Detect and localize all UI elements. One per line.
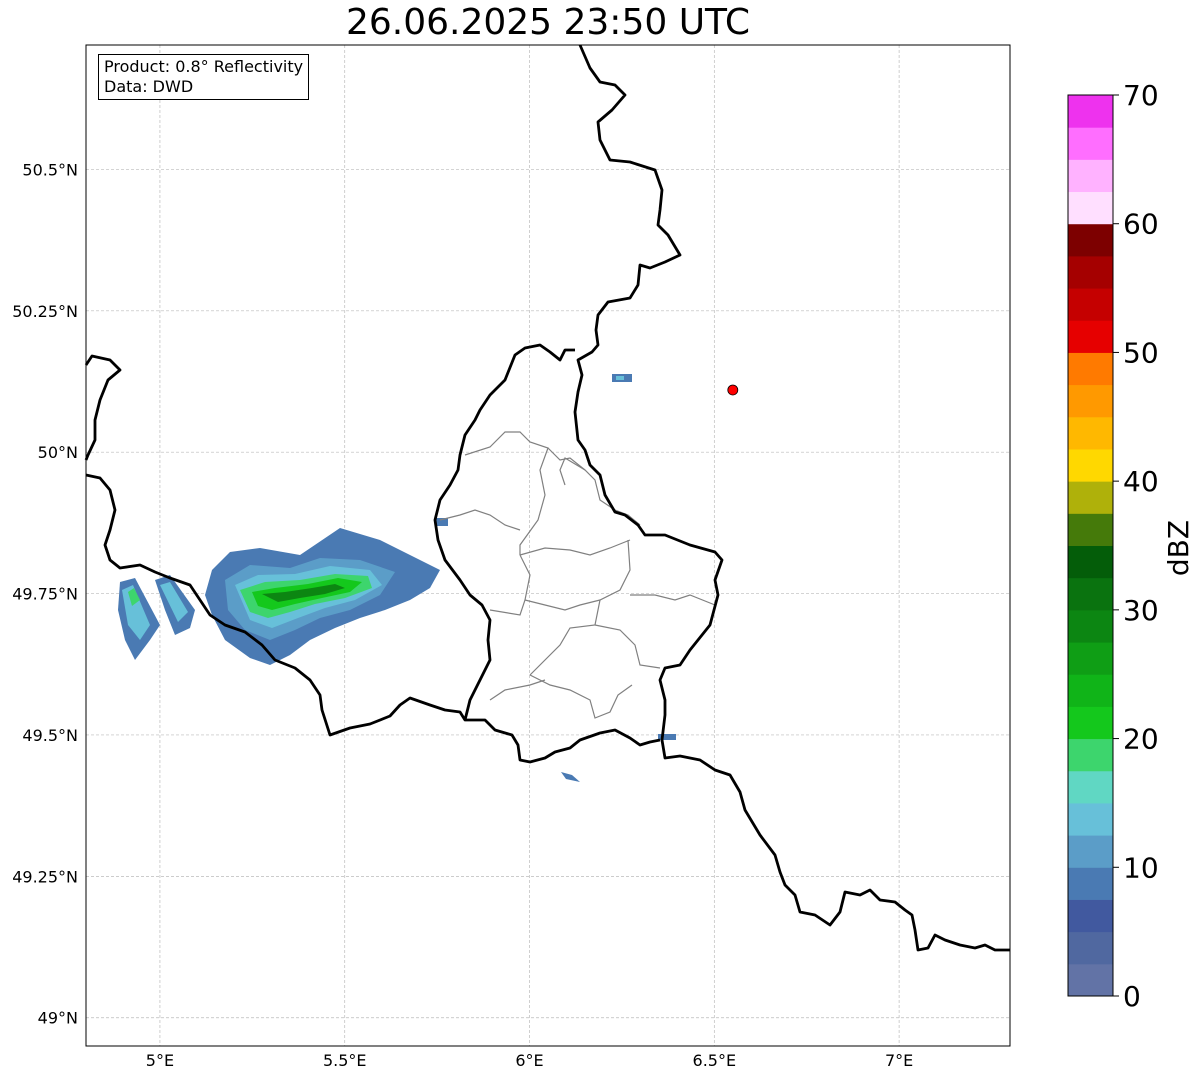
colorbar-band bbox=[1068, 320, 1113, 353]
x-tick-label: 6°E bbox=[515, 1051, 543, 1070]
colorbar-band bbox=[1068, 867, 1113, 900]
y-tick-label: 50.5°N bbox=[22, 160, 78, 179]
colorbar-band bbox=[1068, 384, 1113, 418]
x-axis-ticks: 5°E 5.5°E 6°E 6.5°E 7°E bbox=[146, 1051, 913, 1070]
colorbar-tick-label: 10 bbox=[1123, 851, 1159, 884]
colorbar-tick-label: 60 bbox=[1123, 208, 1159, 241]
echo-cluster-west-small bbox=[118, 575, 195, 660]
map-title: 26.06.2025 23:50 UTC bbox=[345, 2, 751, 43]
y-tick-label: 49.75°N bbox=[12, 585, 78, 604]
colorbar-tick-label: 50 bbox=[1123, 336, 1159, 369]
colorbar-label: dBZ bbox=[1162, 520, 1195, 576]
colorbar-band bbox=[1068, 513, 1113, 546]
y-tick-label: 50.25°N bbox=[12, 302, 78, 321]
x-tick-label: 6.5°E bbox=[693, 1051, 737, 1070]
product-info-box: Product: 0.8° Reflectivity Data: DWD bbox=[98, 54, 310, 100]
x-tick-label: 5°E bbox=[146, 1051, 174, 1070]
colorbar-tick-label: 70 bbox=[1123, 79, 1159, 112]
colorbar-band bbox=[1068, 802, 1113, 836]
canton-boundaries bbox=[439, 431, 716, 719]
colorbar: 0 10 20 30 40 50 60 70 dBZ bbox=[1067, 79, 1195, 1013]
echo-small-cells bbox=[436, 374, 676, 782]
x-tick-label: 5.5°E bbox=[323, 1051, 367, 1070]
y-axis-ticks: 50.5°N 50.25°N 50°N 49.75°N 49.5°N 49.25°N 49°… bbox=[12, 160, 78, 1027]
y-tick-label: 50°N bbox=[38, 443, 78, 462]
radar-echoes bbox=[118, 374, 676, 782]
colorbar-band bbox=[1068, 963, 1113, 997]
echo-cluster-main bbox=[205, 528, 440, 665]
colorbar-band bbox=[1068, 95, 1113, 128]
colorbar-band bbox=[1068, 481, 1113, 514]
y-tick-label: 49°N bbox=[38, 1009, 78, 1028]
colorbar-band bbox=[1068, 191, 1113, 225]
colorbar-ticks: 0 10 20 30 40 50 60 70 bbox=[1113, 79, 1159, 1013]
colorbar-band bbox=[1068, 159, 1113, 193]
colorbar-band bbox=[1068, 288, 1113, 321]
colorbar-tick-label: 20 bbox=[1123, 723, 1159, 756]
colorbar-band bbox=[1068, 448, 1113, 482]
colorbar-bands bbox=[1068, 95, 1113, 997]
y-tick-label: 49.25°N bbox=[12, 867, 78, 886]
colorbar-band bbox=[1068, 770, 1113, 804]
map-area bbox=[84, 44, 1011, 1047]
country-borders bbox=[84, 44, 1010, 952]
colorbar-band bbox=[1068, 738, 1113, 772]
colorbar-band bbox=[1068, 609, 1113, 643]
colorbar-band bbox=[1068, 127, 1113, 160]
radar-site-marker bbox=[727, 384, 739, 396]
colorbar-band bbox=[1068, 674, 1113, 707]
data-source-label: Data: DWD bbox=[104, 77, 194, 96]
colorbar-tick-label: 40 bbox=[1123, 465, 1159, 498]
colorbar-tick-label: 30 bbox=[1123, 594, 1159, 627]
colorbar-band bbox=[1068, 416, 1113, 450]
colorbar-band bbox=[1068, 577, 1113, 611]
colorbar-band bbox=[1068, 545, 1113, 579]
colorbar-band bbox=[1068, 352, 1113, 386]
colorbar-band bbox=[1068, 642, 1113, 675]
y-tick-label: 49.5°N bbox=[22, 726, 78, 745]
colorbar-band bbox=[1068, 835, 1113, 868]
colorbar-band bbox=[1068, 223, 1113, 257]
colorbar-band bbox=[1068, 931, 1113, 965]
colorbar-band bbox=[1068, 255, 1113, 289]
colorbar-tick-label: 0 bbox=[1123, 980, 1141, 1013]
colorbar-band bbox=[1068, 706, 1113, 740]
product-label: Product: 0.8° Reflectivity bbox=[104, 57, 304, 76]
colorbar-band bbox=[1068, 899, 1113, 933]
x-tick-label: 7°E bbox=[885, 1051, 913, 1070]
